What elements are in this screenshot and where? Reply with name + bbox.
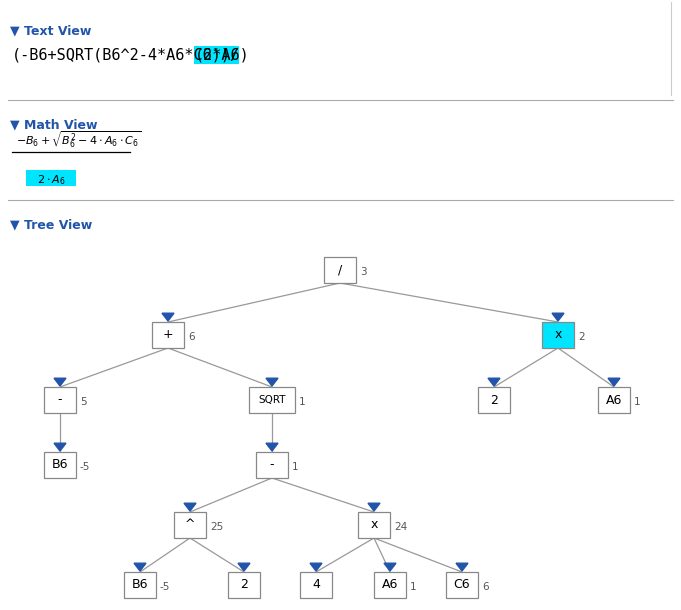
Text: B6: B6: [131, 578, 148, 592]
Bar: [152, 322, 184, 348]
Text: C6: C6: [454, 578, 471, 592]
Text: 1: 1: [634, 397, 641, 407]
Polygon shape: [384, 563, 396, 571]
Text: SQRT: SQRT: [258, 395, 286, 405]
Text: ▼ Text View: ▼ Text View: [10, 24, 91, 37]
Text: 1: 1: [299, 397, 306, 407]
Text: ^: ^: [185, 518, 195, 531]
Bar: [193, 46, 239, 64]
Polygon shape: [184, 503, 196, 511]
Text: 2: 2: [578, 332, 584, 342]
Bar: [300, 572, 332, 598]
Text: +: +: [163, 329, 173, 342]
Polygon shape: [488, 378, 500, 386]
Polygon shape: [134, 563, 146, 571]
Polygon shape: [266, 378, 278, 386]
Bar: [542, 322, 574, 348]
Text: 2: 2: [490, 393, 498, 406]
Polygon shape: [162, 313, 174, 321]
Bar: [26, 170, 76, 186]
Text: A6: A6: [606, 393, 622, 406]
Text: (-B6+SQRT(B6^2-4*A6*C6))/: (-B6+SQRT(B6^2-4*A6*C6))/: [12, 48, 240, 62]
Text: $2 \cdot A_6$: $2 \cdot A_6$: [37, 173, 65, 187]
Text: 1: 1: [292, 462, 299, 472]
Bar: [174, 512, 206, 538]
Text: ▼ Tree View: ▼ Tree View: [10, 218, 92, 231]
Text: 4: 4: [312, 578, 320, 592]
Bar: [124, 572, 156, 598]
Bar: [324, 257, 356, 283]
Polygon shape: [552, 313, 564, 321]
Polygon shape: [266, 443, 278, 451]
Bar: [358, 512, 390, 538]
Text: -5: -5: [160, 582, 170, 592]
Text: ▼ Math View: ▼ Math View: [10, 118, 97, 131]
Text: x: x: [370, 518, 378, 531]
Text: 6: 6: [482, 582, 489, 592]
Text: 3: 3: [360, 267, 366, 277]
Text: 5: 5: [80, 397, 86, 407]
Bar: [44, 452, 76, 478]
Bar: [44, 387, 76, 413]
Text: 6: 6: [188, 332, 195, 342]
Polygon shape: [368, 503, 380, 511]
Text: -: -: [270, 459, 274, 472]
Text: 25: 25: [210, 522, 223, 532]
Bar: [598, 387, 630, 413]
Polygon shape: [456, 563, 468, 571]
Polygon shape: [608, 378, 620, 386]
Bar: [256, 452, 288, 478]
Text: -: -: [58, 393, 62, 406]
Text: x: x: [554, 329, 562, 342]
Text: 1: 1: [410, 582, 417, 592]
Polygon shape: [238, 563, 250, 571]
Text: $-B_6 + \sqrt{B_6^2 - 4 \cdot A_6 \cdot C_6}$: $-B_6 + \sqrt{B_6^2 - 4 \cdot A_6 \cdot …: [16, 130, 142, 150]
Text: (2*A6): (2*A6): [195, 48, 249, 62]
Text: 2: 2: [240, 578, 248, 592]
Bar: [478, 387, 510, 413]
Bar: [228, 572, 260, 598]
Text: /: /: [338, 264, 342, 276]
Text: A6: A6: [382, 578, 398, 592]
Text: -5: -5: [80, 462, 91, 472]
Text: 24: 24: [394, 522, 407, 532]
Polygon shape: [54, 443, 66, 451]
Text: B6: B6: [52, 459, 68, 472]
Bar: [249, 387, 295, 413]
Bar: [446, 572, 478, 598]
Polygon shape: [310, 563, 322, 571]
Bar: [374, 572, 406, 598]
Polygon shape: [54, 378, 66, 386]
